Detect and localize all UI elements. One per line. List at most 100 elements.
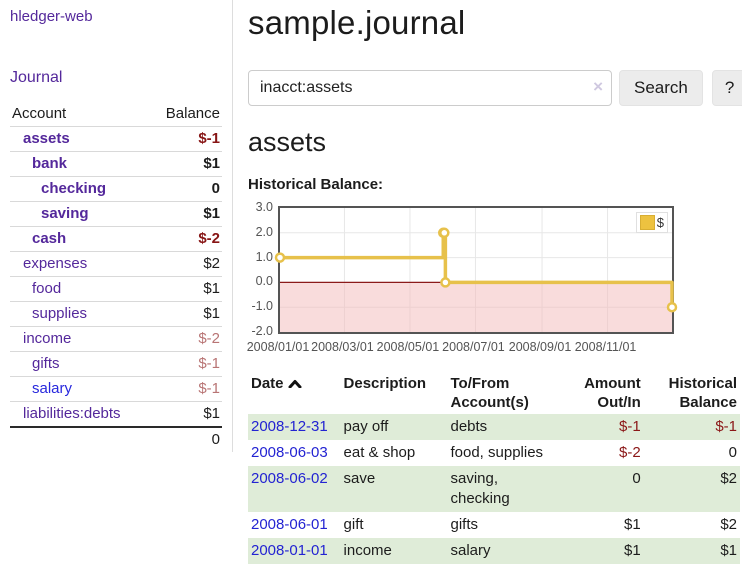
transaction-date-link[interactable]: 2008-06-03 <box>251 444 328 461</box>
account-link[interactable]: saving <box>41 205 89 222</box>
account-row: checking 0 <box>10 176 222 202</box>
app-title-link[interactable]: hledger-web <box>10 8 93 25</box>
help-button[interactable]: ? <box>711 70 742 106</box>
historical-balance-chart: $ 3.0 2.0 1.0 0.0 -1.0 -2.0 2008/01/01 2008/03/… <box>247 200 688 358</box>
register-cell-date: 2008-12-31 <box>248 414 341 440</box>
account-row: salary $-1 <box>10 376 222 402</box>
y-axis-tick-label: 1.0 <box>255 249 273 264</box>
account-link[interactable]: bank <box>32 155 68 172</box>
account-row: food $1 <box>10 276 222 302</box>
account-link[interactable]: salary <box>32 380 73 397</box>
register-header-row: Date Description To/From Account(s) Amou… <box>248 372 740 414</box>
search-field-wrapper: × <box>248 70 612 106</box>
account-balance: $1 <box>149 151 222 177</box>
y-axis-tick-label: 3.0 <box>255 200 273 214</box>
register-cell-accounts: gifts <box>450 516 478 533</box>
accounts-header-row: Account Balance <box>10 102 222 127</box>
register-cell-description: pay off <box>343 418 389 435</box>
account-row: bank $1 <box>10 151 222 177</box>
page-title: sample.journal <box>248 4 466 41</box>
y-axis-tick-label: -1.0 <box>251 299 273 314</box>
account-link[interactable]: assets <box>23 130 70 147</box>
register-row[interactable]: 2008-06-03 eat & shop food, supplies $-2 0 <box>248 440 740 466</box>
account-link[interactable]: supplies <box>32 305 88 322</box>
accounts-total-row: 0 <box>10 426 222 452</box>
register-cell-amount: $-1 <box>619 418 641 435</box>
register-cell-date: 2008-06-01 <box>248 512 341 538</box>
x-axis-tick-label: 2008/01/01 <box>246 340 310 354</box>
sidebar: hledger-web Journal Account Balance asse… <box>0 0 233 452</box>
transaction-date-link[interactable]: 2008-01-01 <box>251 542 328 559</box>
register-cell-balance: $2 <box>720 516 737 533</box>
account-balance: $2 <box>149 251 222 277</box>
account-row: saving $1 <box>10 201 222 227</box>
account-link[interactable]: expenses <box>23 255 88 272</box>
register-cell-description: eat & shop <box>343 444 416 461</box>
account-balance: $-2 <box>149 326 222 352</box>
accounts-table: Account Balance assets $-1 bank $1 checking 0… <box>10 102 222 452</box>
accounts-total-balance: 0 <box>149 426 222 452</box>
register-row[interactable]: 2008-12-31 pay off debts $-1 $-1 <box>248 414 740 440</box>
register-header-description[interactable]: Description <box>343 375 427 392</box>
legend-swatch-icon <box>639 215 655 230</box>
clear-search-icon[interactable]: × <box>593 77 603 96</box>
chart-heading: Historical Balance: <box>248 176 384 193</box>
x-axis-tick-label: 2008/11/01 <box>574 340 637 354</box>
register-header-balance[interactable]: Historical Balance <box>668 375 737 411</box>
transaction-date-link[interactable]: 2008-06-02 <box>251 470 328 487</box>
chart-legend: $ <box>635 212 668 233</box>
register-cell-date: 2008-06-02 <box>248 466 341 512</box>
register-cell-amount: $1 <box>624 516 641 533</box>
register-cell-amount: 0 <box>632 470 641 487</box>
x-axis-tick-label: 2008/07/01 <box>442 340 505 354</box>
register-row[interactable]: 2008-01-01 income salary $1 $1 <box>248 538 740 564</box>
account-balance: $-1 <box>149 376 222 402</box>
register-header-accounts[interactable]: To/From Account(s) <box>450 375 529 411</box>
y-axis-tick-label: 0.0 <box>255 274 273 289</box>
search-button[interactable]: Search <box>619 70 703 106</box>
account-link[interactable]: income <box>23 330 72 347</box>
account-balance: $1 <box>149 301 222 327</box>
account-link[interactable]: food <box>32 280 62 297</box>
register-cell-amount: $-2 <box>619 444 641 461</box>
x-axis-tick-label: 2008/03/01 <box>311 340 374 354</box>
register-cell-date: 2008-06-03 <box>248 440 341 466</box>
register-header-date[interactable]: Date <box>248 372 341 414</box>
register-row[interactable]: 2008-06-02 save saving, checking 0 $2 <box>248 466 740 512</box>
register-cell-accounts: salary <box>450 542 491 559</box>
y-axis-tick-label: -2.0 <box>251 324 273 338</box>
register-cell-description: save <box>343 470 376 487</box>
chart-canvas <box>274 208 678 332</box>
account-balance: $1 <box>149 276 222 302</box>
register-row[interactable]: 2008-06-01 gift gifts $1 $2 <box>248 512 740 538</box>
accounts-header-account: Account <box>12 105 67 122</box>
register-cell-accounts: food, supplies <box>450 444 544 461</box>
account-link[interactable]: cash <box>32 230 67 247</box>
account-heading: assets <box>248 127 327 157</box>
search-form: × Search ? <box>248 70 742 106</box>
register-table: Date Description To/From Account(s) Amou… <box>248 372 740 564</box>
transaction-date-link[interactable]: 2008-06-01 <box>251 516 328 533</box>
accounts-header-balance: Balance <box>165 105 220 122</box>
search-input[interactable] <box>248 70 612 106</box>
nav-journal-link[interactable]: Journal <box>10 69 63 86</box>
account-link[interactable]: gifts <box>32 355 60 372</box>
account-row: supplies $1 <box>10 301 222 327</box>
account-row: assets $-1 <box>10 126 222 152</box>
total-spacer <box>10 426 150 452</box>
account-link[interactable]: liabilities:debts <box>23 405 121 422</box>
account-row: income $-2 <box>10 326 222 352</box>
transaction-date-link[interactable]: 2008-12-31 <box>251 418 328 435</box>
app-layout: hledger-web Journal Account Balance asse… <box>0 0 742 564</box>
account-link[interactable]: checking <box>41 180 107 197</box>
register-cell-amount: $1 <box>624 542 641 559</box>
x-axis-tick-label: 2008/09/01 <box>508 340 572 354</box>
register-cell-balance: 0 <box>728 444 737 461</box>
register-cell-balance: $2 <box>720 470 737 487</box>
register-header-amount[interactable]: Amount Out/In <box>584 375 641 411</box>
account-balance: $1 <box>149 201 222 227</box>
y-axis-tick-label: 2.0 <box>255 224 273 239</box>
sort-ascending-icon <box>288 380 302 389</box>
account-balance: $1 <box>149 401 222 427</box>
legend-label: $ <box>656 215 664 230</box>
